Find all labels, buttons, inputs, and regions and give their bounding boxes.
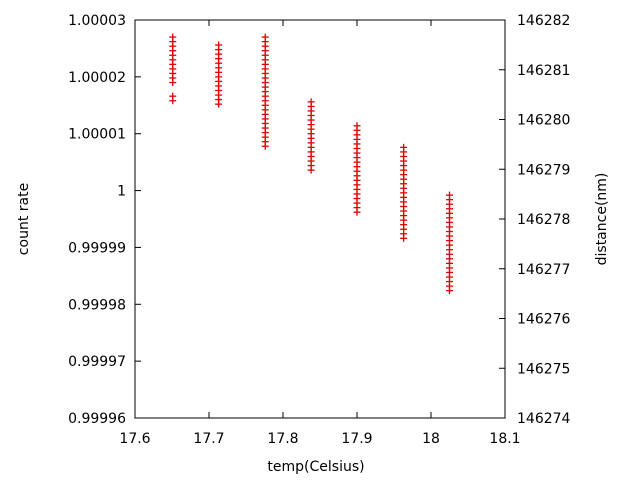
y-tick-label: 0.99998 [68, 297, 126, 313]
x-tick-label: 18 [422, 431, 440, 447]
x-tick-label: 17.9 [341, 431, 372, 447]
x-tick-label: 17.6 [119, 431, 150, 447]
y2-tick-label: 146275 [517, 361, 570, 377]
y2-tick-label: 146282 [517, 13, 570, 29]
y2-tick-label: 146278 [517, 212, 570, 228]
y2-axis-title: distance(nm) [594, 173, 610, 266]
axis-ticks [134, 19, 506, 419]
x-tick-label: 17.8 [267, 431, 298, 447]
data-point [353, 208, 361, 216]
data-point [261, 142, 269, 150]
data-point [169, 79, 177, 87]
data-point [215, 100, 223, 108]
data-point [446, 287, 453, 295]
y2-tick-label: 146281 [517, 63, 570, 79]
y-tick-label: 0.99997 [68, 354, 126, 370]
x-tick-label: 18.1 [489, 431, 520, 447]
y2-tick-label: 146280 [517, 113, 570, 129]
y2-tick-label: 146274 [517, 411, 571, 427]
y-tick-label: 1.00002 [68, 70, 126, 86]
y-tick-label: 0.99999 [68, 240, 126, 256]
y-tick-label: 1.00003 [68, 13, 126, 29]
y-tick-label: 0.99996 [68, 411, 126, 427]
axis-tick-labels: 17.6 17.7 17.8 17.9 18 18.1 0.99996 0.99997 0.99… [68, 13, 570, 447]
y-axis-title: count rate [16, 183, 32, 255]
x-axis-title: temp(Celsius) [267, 459, 364, 475]
y2-tick-label: 146277 [517, 262, 570, 278]
y-tick-label: 1.00001 [68, 127, 126, 143]
y2-tick-label: 146276 [517, 312, 571, 328]
y-tick-label: 1 [117, 184, 126, 200]
y2-tick-label: 146279 [517, 162, 570, 178]
data-points [169, 33, 453, 295]
data-point [400, 234, 408, 242]
data-point [169, 97, 177, 105]
data-point [307, 166, 315, 174]
x-tick-label: 17.7 [193, 431, 224, 447]
